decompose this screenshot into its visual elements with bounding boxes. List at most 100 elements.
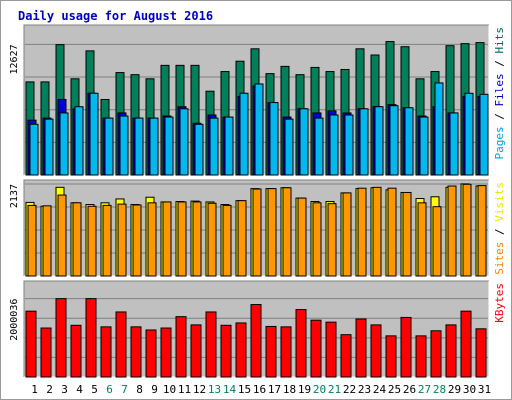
panel-kbytes: 2000036 KBytes [9, 280, 506, 378]
legend-item-kbytes: KBytes [493, 283, 506, 323]
x-axis-labels: 1 2 3 4 5 6 7 8 9 10 11 12 13 14 15 16 17 18 19 20 21 22 23 24 2… [31, 383, 491, 396]
x-tick-label: 26 [403, 383, 416, 396]
bar-pages-day-1 [29, 123, 39, 176]
legend-item-visits: Visits [493, 182, 506, 222]
bar-kbytes-day-19 [295, 309, 307, 378]
bar-pages-day-30 [464, 92, 474, 176]
bar-kbytes-day-4 [70, 324, 82, 378]
bar-sites-day-9 [147, 202, 157, 277]
bar-sites-day-29 [447, 185, 457, 277]
bar-sites-day-22 [342, 192, 352, 277]
bar-pages-day-28 [434, 82, 444, 176]
x-tick-label: 1 [31, 383, 38, 396]
bar-kbytes-day-27 [415, 335, 427, 378]
legend-separator: / [493, 54, 506, 74]
x-tick-label: 3 [61, 383, 68, 396]
bar-pages-day-6 [104, 117, 114, 176]
bar-kbytes-day-14 [220, 324, 232, 378]
legend-separator: / [493, 107, 506, 127]
x-tick-label: 15 [238, 383, 251, 396]
x-tick-label: 27 [418, 383, 431, 396]
bar-sites-day-1 [27, 204, 37, 277]
bar-kbytes-day-22 [340, 334, 352, 378]
bar-pages-day-10 [164, 116, 174, 176]
bar-pages-day-22 [344, 114, 354, 176]
bar-pages-day-19 [299, 108, 309, 176]
x-tick-label: 2 [46, 383, 53, 396]
x-tick-label: 22 [343, 383, 356, 396]
bar-pages-day-11 [179, 108, 189, 176]
x-tick-label: 25 [388, 383, 401, 396]
bar-pages-day-17 [269, 102, 279, 176]
x-tick-label: 29 [448, 383, 461, 396]
x-tick-label: 5 [91, 383, 98, 396]
bar-kbytes-day-26 [400, 316, 412, 378]
bar-sites-day-23 [357, 187, 367, 277]
bar-sites-day-14 [222, 204, 232, 277]
bar-sites-day-17 [267, 188, 277, 277]
bar-kbytes-day-23 [355, 318, 367, 378]
bar-pages-day-2 [44, 118, 54, 176]
x-tick-label: 9 [151, 383, 158, 396]
bar-pages-day-27 [419, 116, 429, 176]
legend: Sites / Visits [493, 182, 506, 275]
bar-kbytes-day-21 [325, 321, 337, 378]
legend: KBytes [493, 283, 506, 323]
x-tick-label: 11 [178, 383, 191, 396]
bar-pages-day-21 [329, 114, 339, 176]
bar-pages-day-26 [404, 107, 414, 176]
bar-kbytes-day-3 [55, 298, 67, 378]
bar-kbytes-day-10 [160, 327, 172, 378]
bar-kbytes-day-7 [115, 311, 127, 378]
x-tick-label: 24 [373, 383, 387, 396]
x-tick-label: 10 [163, 383, 176, 396]
bar-pages-day-15 [239, 92, 249, 176]
bar-kbytes-day-5 [85, 298, 97, 378]
bar-sites-day-31 [477, 185, 487, 277]
bar-sites-day-19 [297, 197, 307, 277]
bar-sites-day-2 [42, 205, 52, 277]
legend-item-files: Files [493, 73, 506, 106]
bar-sites-day-25 [387, 187, 397, 277]
bar-sites-day-10 [162, 201, 172, 277]
bar-kbytes-day-1 [25, 310, 37, 378]
max-value-label: 12627 [9, 44, 20, 74]
bar-pages-day-14 [224, 116, 234, 176]
bar-sites-day-16 [252, 188, 262, 277]
bar-sites-day-13 [207, 202, 217, 277]
bar-pages-day-31 [479, 93, 489, 176]
bar-pages-day-16 [254, 83, 264, 176]
x-tick-label: 17 [268, 383, 281, 396]
bar-sites-day-5 [87, 205, 97, 277]
bar-kbytes-day-16 [250, 304, 262, 378]
legend-item-sites: Sites [493, 242, 506, 275]
plot-border-shadow [23, 179, 489, 276]
bar-kbytes-day-2 [40, 327, 52, 378]
bar-sites-day-12 [192, 201, 202, 277]
legend-item-hits: Hits [493, 27, 506, 54]
bar-sites-day-24 [372, 186, 382, 277]
bar-pages-day-12 [194, 123, 204, 176]
bar-pages-day-24 [374, 106, 384, 176]
bar-kbytes-day-28 [430, 330, 442, 378]
x-tick-label: 21 [328, 383, 341, 396]
bar-kbytes-day-13 [205, 311, 217, 378]
bar-kbytes-day-18 [280, 326, 292, 378]
x-tick-label: 16 [253, 383, 266, 396]
bar-kbytes-day-8 [130, 326, 142, 378]
bar-kbytes-day-25 [385, 335, 397, 378]
bar-kbytes-day-11 [175, 316, 187, 378]
bar-kbytes-day-31 [475, 328, 487, 378]
max-value-label: 2000036 [9, 299, 20, 341]
max-value-label: 2137 [9, 184, 20, 208]
bar-pages-day-29 [449, 112, 459, 176]
bar-pages-day-20 [314, 117, 324, 176]
bar-sites-day-18 [282, 187, 292, 277]
x-tick-label: 8 [136, 383, 143, 396]
bar-sites-day-8 [132, 204, 142, 277]
x-tick-label: 20 [313, 383, 326, 396]
panel-sites-visits: 2137 Sites / Visits [9, 179, 506, 277]
x-tick-label: 4 [76, 383, 83, 396]
legend: Pages / Files / Hits [493, 27, 506, 160]
